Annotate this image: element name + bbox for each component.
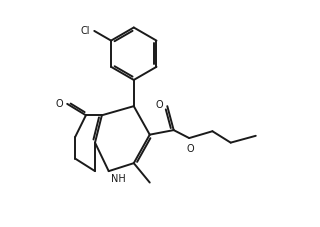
Text: O: O (186, 143, 194, 153)
Text: O: O (155, 100, 163, 110)
Text: Cl: Cl (81, 26, 90, 36)
Text: NH: NH (110, 173, 125, 183)
Text: O: O (55, 99, 63, 109)
